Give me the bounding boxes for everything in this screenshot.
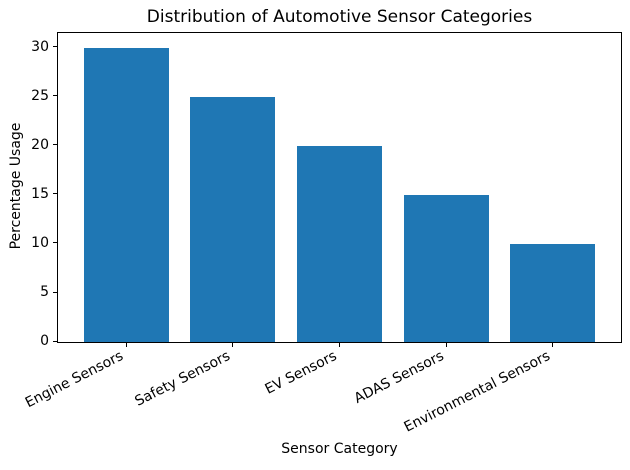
y-tick-label-5: 5 [40,284,49,300]
y-axis-label: Percentage Usage [8,122,24,250]
bar-safety-sensors [190,96,276,342]
x-tick-label-ev-sensors: EV Sensors [262,348,340,398]
x-tick-mark-environmental-sensors [552,343,554,347]
x-tick-label-adas-sensors: ADAS Sensors [351,348,447,407]
plot-area [57,32,622,343]
x-axis-label: Sensor Category [281,441,398,457]
bar-adas-sensors [403,194,489,342]
chart-title: Distribution of Automotive Sensor Catego… [146,7,533,27]
x-tick-mark-adas-sensors [445,343,447,347]
x-tick-label-environmental-sensors: Environmental Sensors [401,348,554,436]
bar-ev-sensors [296,145,383,342]
bar-engine-sensors [83,47,169,342]
y-tick-label-30: 30 [31,38,49,55]
x-tick-label-safety-sensors: Safety Sensors [132,348,234,410]
x-tick-mark-ev-sensors [339,343,340,347]
y-tick-label-0: 0 [40,333,49,349]
x-tick-mark-safety-sensors [232,343,234,347]
bar-environmental-sensors [510,243,596,342]
x-tick-label-engine-sensors: Engine Sensors [23,348,127,412]
x-tick-mark-engine-sensors [125,343,127,347]
y-tick-label-25: 25 [31,87,49,104]
